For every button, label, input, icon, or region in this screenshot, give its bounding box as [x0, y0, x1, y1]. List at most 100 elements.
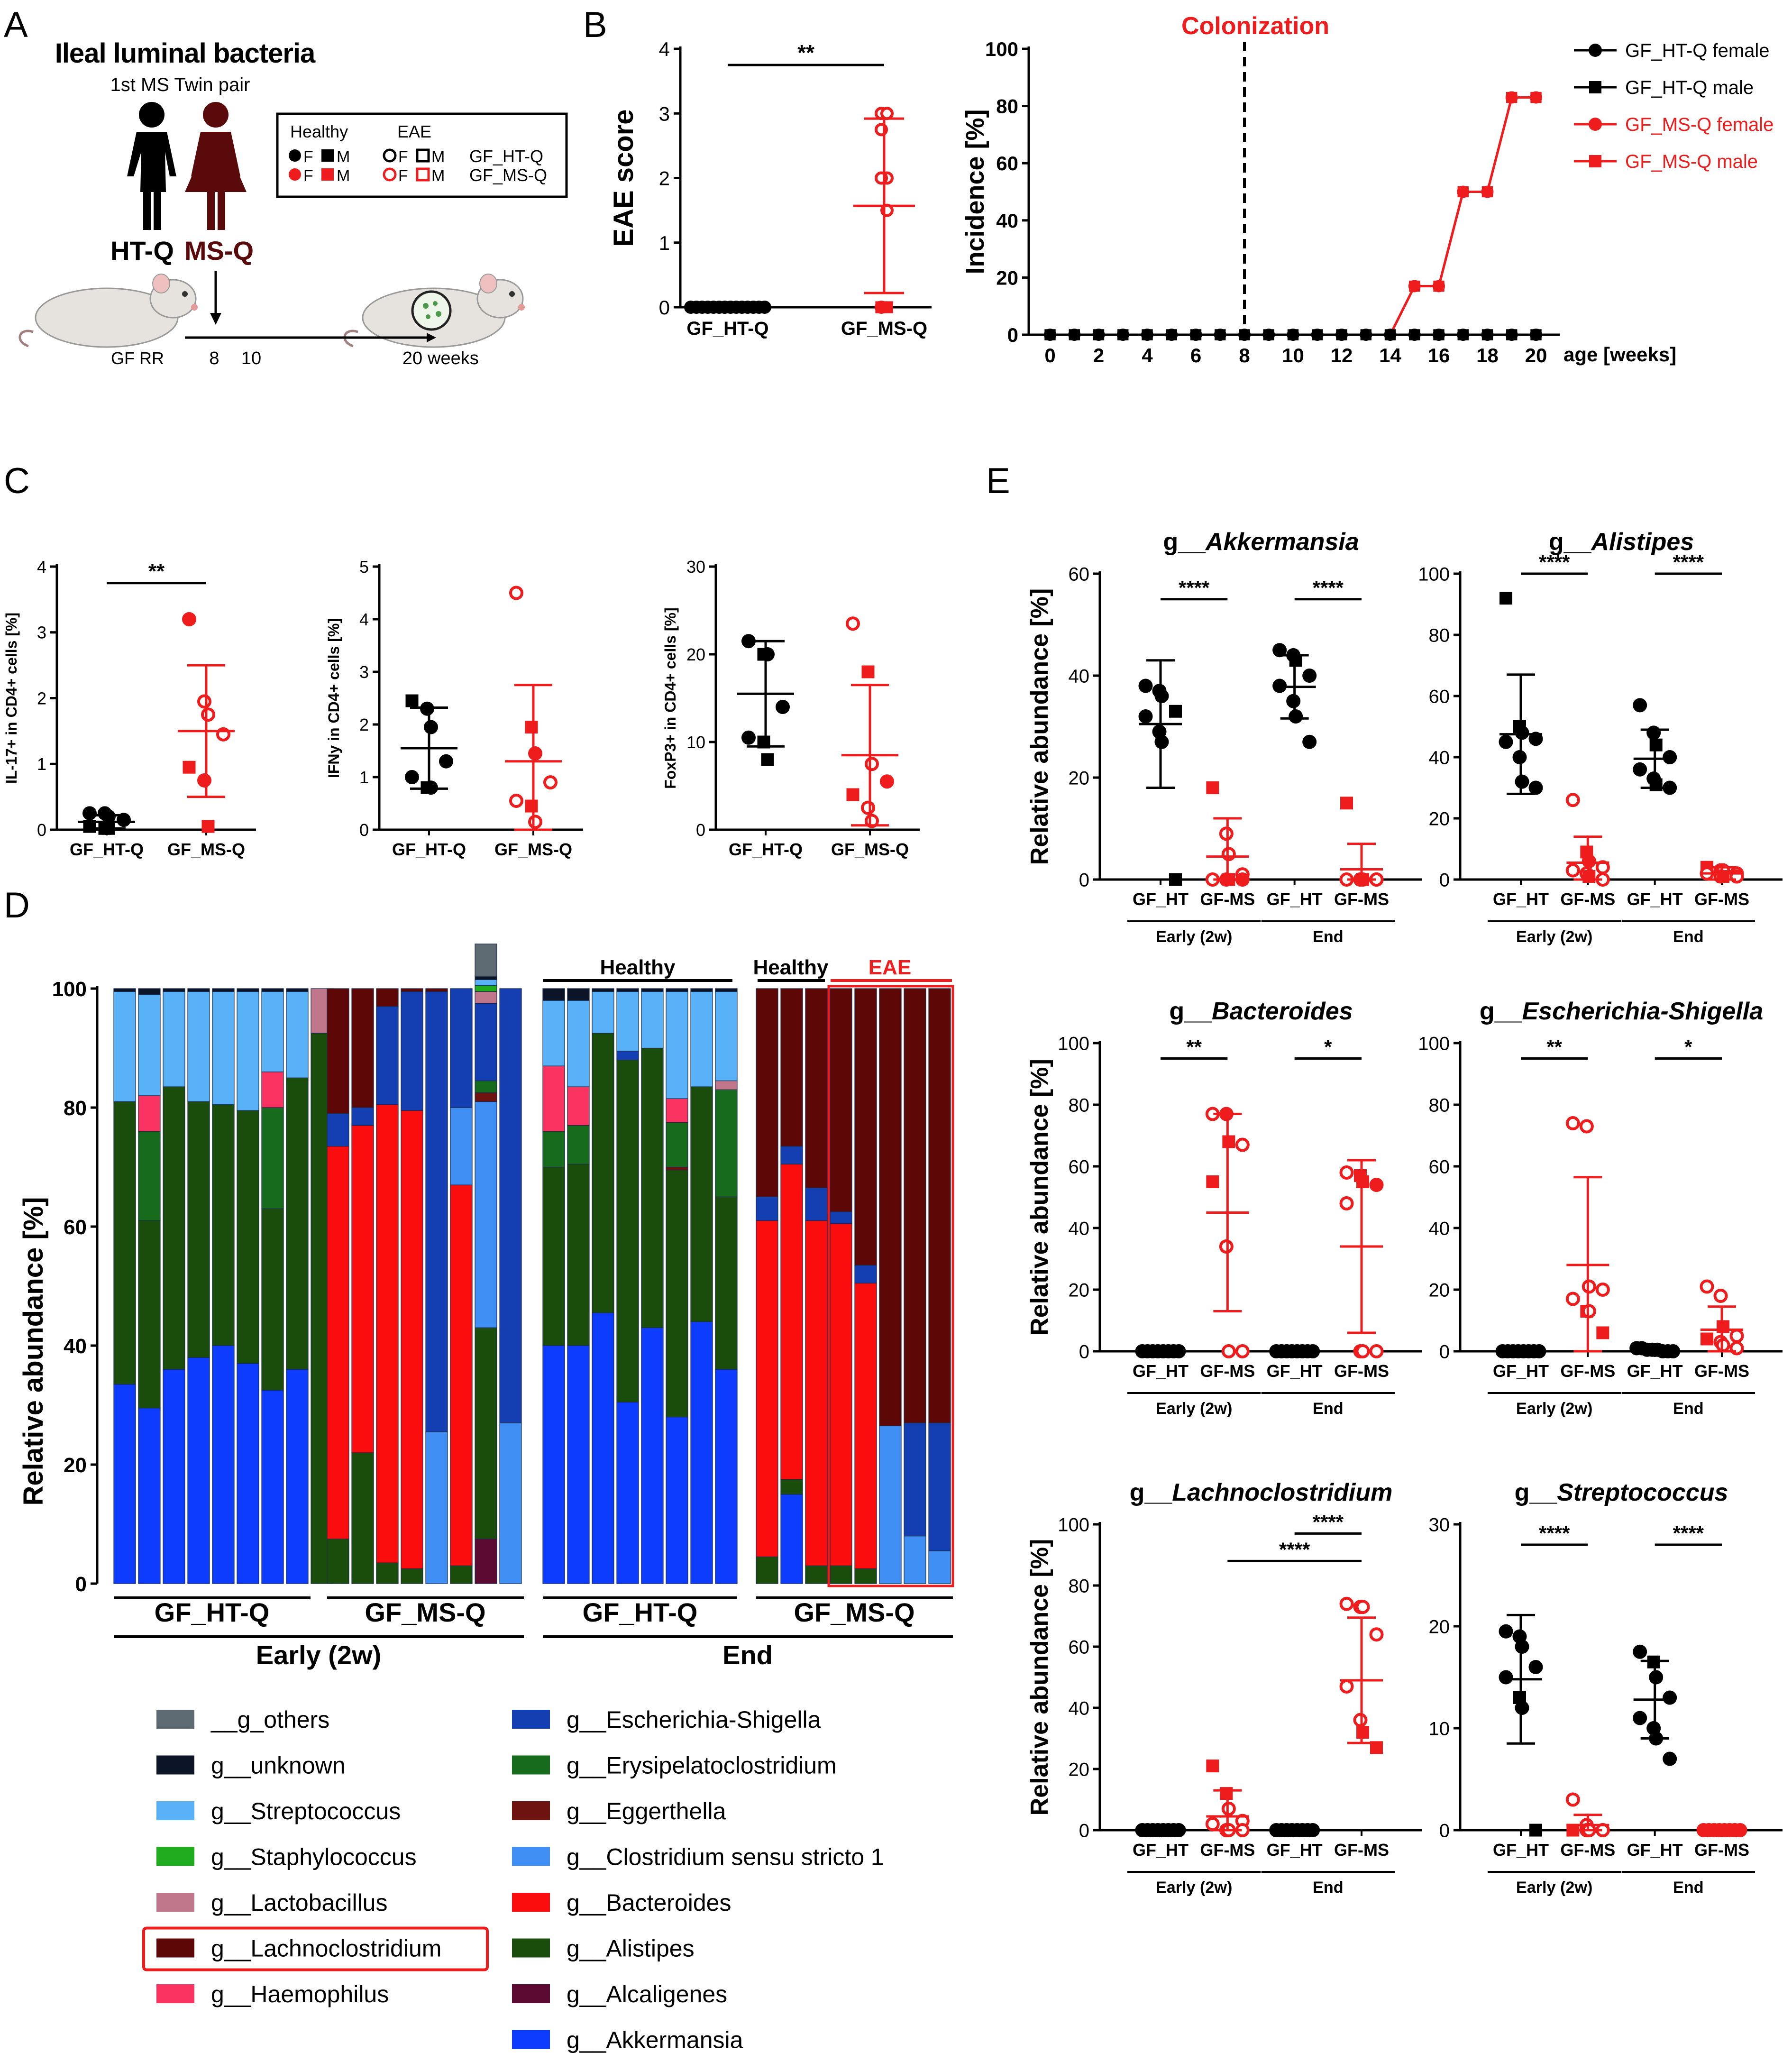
x-category-label: GF-MS — [1560, 1840, 1615, 1860]
y-tick-label: 1 — [359, 768, 369, 787]
bar-segment — [113, 1101, 136, 1385]
bar-segment — [830, 988, 852, 1212]
bar-segment — [904, 1536, 926, 1584]
bar-segment — [690, 988, 713, 992]
person-icon-ms-twin — [185, 102, 247, 230]
data-point — [875, 301, 887, 313]
bar-segment — [567, 1164, 590, 1346]
bar-segment — [715, 988, 738, 992]
bar-segment — [715, 1196, 738, 1370]
y-tick-label: 60 — [1069, 1156, 1090, 1177]
y-tick-label: 30 — [1429, 1514, 1450, 1535]
legend-highlight-box — [142, 1926, 489, 1971]
bar-segment — [542, 1131, 565, 1168]
group-label: GF_MS-Q — [365, 1597, 485, 1627]
legend-m-label: M — [431, 148, 445, 166]
bar-segment — [376, 1562, 399, 1584]
y-tick-label: 60 — [1429, 1156, 1450, 1177]
y-tick-label: 0 — [696, 820, 705, 840]
bar-segment — [690, 1086, 713, 1322]
legend-swatch — [512, 1938, 550, 1958]
data-point — [525, 721, 538, 734]
y-axis-label: IFNy in CD4+ cells [%] — [325, 618, 342, 778]
data-point — [1528, 780, 1543, 795]
legend-eae-label: EAE — [397, 122, 431, 141]
data-point — [880, 774, 894, 789]
legend-label: g__Erysipelatoclostridium — [567, 1752, 837, 1779]
time-label: End — [1673, 928, 1704, 946]
legend-label: __g_others — [210, 1706, 329, 1733]
x-category-label: GF-MS — [1694, 1361, 1749, 1381]
legend-f-label: F — [303, 148, 313, 166]
y-axis-label: Relative abundance [%] — [1026, 588, 1053, 865]
bar-segment — [567, 1345, 590, 1584]
bar-segment — [401, 1110, 423, 1569]
bar-segment — [138, 1131, 161, 1221]
legend-label: g__Haemophilus — [211, 1981, 389, 2007]
bar-segment — [327, 1146, 349, 1540]
y-tick-label: 40 — [996, 210, 1018, 232]
data-point — [1138, 709, 1153, 724]
significance-label: **** — [1539, 551, 1570, 573]
y-tick-label: 80 — [1429, 625, 1450, 646]
series-line — [1050, 96, 1536, 336]
bar-segment — [187, 1101, 210, 1358]
x-category-label: GF_HT — [1627, 889, 1683, 909]
y-tick-label: 20 — [1429, 1616, 1450, 1637]
legend-marker-black-open-circle — [383, 148, 397, 163]
bar-segment — [286, 1369, 309, 1584]
series-point — [1336, 329, 1347, 340]
bar-segment — [351, 1452, 374, 1584]
data-point — [1339, 1679, 1354, 1694]
data-point — [405, 770, 419, 784]
significance-label: **** — [1673, 1522, 1704, 1544]
series-point — [1117, 329, 1129, 340]
data-point — [1633, 1644, 1647, 1659]
bar-segment — [425, 991, 448, 1432]
bar-segment — [163, 988, 185, 992]
y-tick-label: 40 — [1429, 747, 1450, 768]
y-tick-label: 1 — [659, 232, 670, 254]
mouse-icon-germfree — [18, 274, 198, 348]
bar-segment — [163, 1086, 185, 1370]
legend-swatch — [512, 1984, 550, 2003]
legend-swatch — [512, 1755, 550, 1775]
y-tick-label: 0 — [1007, 324, 1018, 346]
bar-segment — [542, 1166, 565, 1346]
data-point — [1565, 863, 1580, 878]
legend-label: g__Lactobacillus — [211, 1889, 388, 1916]
x-category-label: GF-MS — [1334, 889, 1389, 909]
y-tick-label: 100 — [1418, 1033, 1450, 1054]
bar-segment — [567, 988, 590, 1001]
x-category-label: GF_HT — [1133, 889, 1189, 909]
data-point — [1700, 1279, 1714, 1294]
bar-segment — [780, 1494, 803, 1584]
y-tick-label: 3 — [359, 662, 369, 682]
bar-segment — [854, 1265, 877, 1283]
series-point — [1457, 329, 1469, 340]
y-tick-label: 3 — [659, 102, 670, 125]
y-tick-label: 2 — [659, 167, 670, 190]
bar-segment — [499, 988, 522, 1423]
bar-segment — [212, 1345, 235, 1584]
panel-letter-c: C — [4, 461, 30, 501]
data-point — [1579, 1119, 1594, 1134]
y-tick-label: 100 — [985, 38, 1018, 60]
bar-segment — [401, 991, 423, 1111]
y-tick-label: 0 — [37, 820, 46, 840]
time-label: End — [722, 1640, 773, 1670]
bar-segment — [715, 991, 738, 1081]
x-category-label: GF_HT-Q — [392, 840, 466, 859]
data-point — [1272, 643, 1287, 658]
legend-f-label: F — [398, 148, 408, 166]
data-point — [1221, 1344, 1236, 1358]
data-point — [1206, 781, 1219, 794]
series-point — [1360, 329, 1371, 340]
series-point — [1287, 329, 1299, 340]
y-tick-label: 20 — [1429, 1280, 1450, 1301]
legend-swatch — [512, 2030, 550, 2049]
data-point — [1339, 1596, 1354, 1611]
y-axis-label: Relative abundance [%] — [1026, 1539, 1053, 1816]
y-tick-label: 2 — [37, 688, 46, 708]
y-tick-label: 100 — [1418, 564, 1450, 585]
